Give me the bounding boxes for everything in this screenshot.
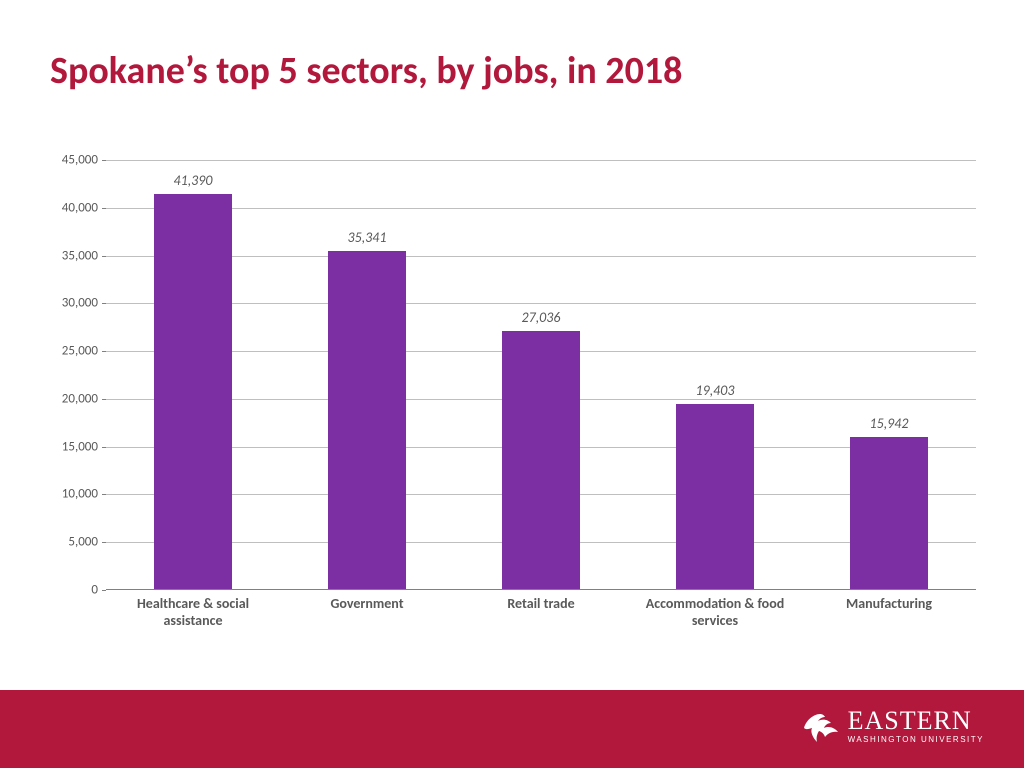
data-label: 35,341 — [328, 229, 406, 246]
y-tick-mark — [102, 351, 106, 352]
y-tick-label: 15,000 — [62, 439, 98, 454]
y-tick-mark — [102, 160, 106, 161]
data-label: 15,942 — [850, 415, 928, 432]
y-tick-mark — [102, 399, 106, 400]
slide-title: Spokane’s top 5 sectors, by jobs, in 201… — [50, 48, 682, 94]
y-tick-mark — [102, 542, 106, 543]
grid-line — [106, 160, 976, 161]
data-label: 41,390 — [154, 172, 232, 189]
y-tick-label: 25,000 — [62, 344, 98, 359]
y-tick-mark — [102, 256, 106, 257]
footer-banner: EASTERN WASHINGTON UNIVERSITY — [0, 690, 1024, 768]
y-tick-label: 40,000 — [62, 200, 98, 215]
logo-main-text: EASTERN — [848, 708, 984, 734]
bar: 35,341 — [328, 251, 406, 589]
footer-logo: EASTERN WASHINGTON UNIVERSITY — [798, 704, 984, 748]
x-axis-label: Retail trade — [454, 596, 628, 613]
bar: 15,942 — [850, 437, 928, 589]
grid-line — [106, 208, 976, 209]
bar-chart: 0 5,000 10,000 15,000 20,000 25,000 30,000 35,0… — [46, 160, 976, 630]
y-tick-mark — [102, 447, 106, 448]
grid-line — [106, 256, 976, 257]
data-label: 19,403 — [676, 382, 754, 399]
y-tick-label: 5,000 — [68, 535, 98, 550]
y-tick-mark — [102, 303, 106, 304]
grid-line — [106, 303, 976, 304]
data-label: 27,036 — [502, 309, 580, 326]
logo-sub-text: WASHINGTON UNIVERSITY — [848, 736, 984, 744]
bar: 41,390 — [154, 194, 232, 590]
y-tick-mark — [102, 494, 106, 495]
eagle-icon — [798, 704, 842, 748]
y-tick-label: 35,000 — [62, 248, 98, 263]
bar: 27,036 — [502, 331, 580, 589]
y-tick-mark — [102, 590, 106, 591]
y-tick-label: 10,000 — [62, 487, 98, 502]
x-axis-label: Manufacturing — [802, 596, 976, 613]
y-tick-label: 20,000 — [62, 391, 98, 406]
y-tick-label: 45,000 — [62, 153, 98, 168]
x-axis-label: Accommodation & food services — [628, 596, 802, 630]
logo-text: EASTERN WASHINGTON UNIVERSITY — [848, 708, 984, 744]
plot-area: 41,390 35,341 27,036 19,403 15,942 — [106, 160, 976, 590]
bar: 19,403 — [676, 404, 754, 589]
x-axis-label: Healthcare & social assistance — [106, 596, 280, 630]
x-axis-label: Government — [280, 596, 454, 613]
y-tick-label: 0 — [91, 583, 98, 598]
y-tick-mark — [102, 208, 106, 209]
y-tick-label: 30,000 — [62, 296, 98, 311]
y-axis-labels: 05,00010,00015,00020,00025,00030,00035,0… — [46, 160, 106, 590]
slide: Spokane’s top 5 sectors, by jobs, in 201… — [0, 0, 1024, 768]
